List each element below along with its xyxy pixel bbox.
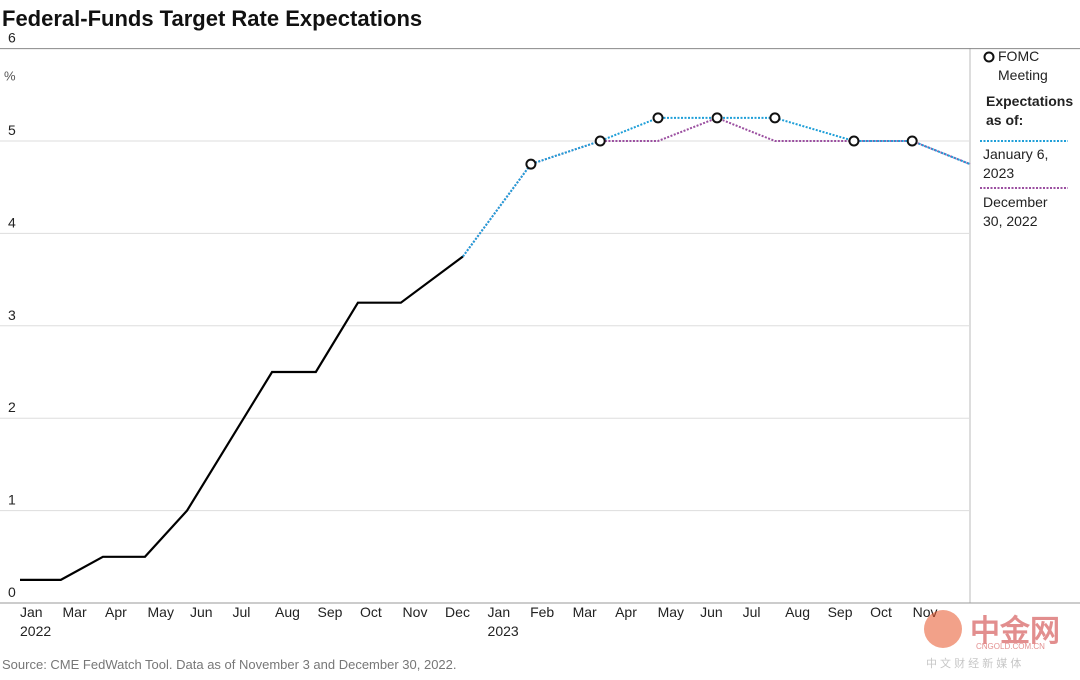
fomc-marker: [652, 112, 664, 124]
chart-title: Federal-Funds Target Rate Expectations: [2, 6, 422, 31]
source: Source: CME FedWatch Tool. Data as of No…: [2, 657, 457, 672]
legend-title: Expectations as of:: [986, 93, 1074, 128]
y-tick-label: 0: [8, 584, 16, 600]
watermark-logo: 中金网: [970, 615, 1060, 648]
x-tick-label: Apr: [105, 604, 127, 620]
x-tick-label: Nov: [403, 604, 428, 620]
x-tick-label: May: [148, 604, 174, 620]
legend-label: January 6, 2023: [983, 146, 1049, 181]
x-tick-label: Aug: [275, 604, 300, 620]
y-unit: %: [4, 69, 16, 84]
x-tick-label: Jun: [700, 604, 723, 620]
x-tick-label: Mar: [63, 604, 87, 620]
x-year-label: 2023: [488, 623, 519, 639]
x-tick-label: Apr: [615, 604, 637, 620]
series-line: [20, 255, 464, 581]
fomc-marker: [769, 112, 781, 124]
y-tick-label: 5: [8, 122, 16, 138]
series-line: [462, 116, 971, 258]
x-year-label: 2022: [20, 623, 51, 639]
x-tick-label: Jan: [20, 604, 43, 620]
x-tick-label: Dec: [445, 604, 470, 620]
fomc-marker: [906, 135, 918, 147]
legend-marker: [983, 51, 995, 63]
y-tick-label: 1: [8, 492, 16, 508]
watermark-domain: CNGOLD.COM.CN: [976, 642, 1045, 651]
x-tick-label: Sep: [318, 604, 343, 620]
fomc-marker: [594, 135, 606, 147]
x-tick-label: Feb: [530, 604, 554, 620]
x-tick-label: Aug: [785, 604, 810, 620]
y-tick-label: 2: [8, 399, 16, 415]
x-tick-label: May: [658, 604, 684, 620]
x-tick-label: Jan: [488, 604, 511, 620]
y-tick-label: 6: [8, 30, 16, 46]
fomc-marker: [848, 135, 860, 147]
fomc-marker: [525, 158, 537, 170]
watermark-tagline: 中 文 财 经 新 媒 体: [926, 658, 1022, 670]
fomc-marker: [711, 112, 723, 124]
x-tick-label: Sep: [828, 604, 853, 620]
watermark-icon: [924, 610, 962, 648]
x-tick-label: Jul: [743, 604, 761, 620]
y-tick-label: 4: [8, 214, 16, 230]
x-tick-label: Jun: [190, 604, 213, 620]
x-tick-label: Mar: [573, 604, 597, 620]
x-tick-label: Jul: [233, 604, 251, 620]
y-tick-label: 3: [8, 307, 16, 323]
legend-fomc: FOMC Meeting: [998, 48, 1048, 83]
legend-label: December 30, 2022: [983, 194, 1048, 229]
watermark: 中金网 CNGOLD.COM.CN 中 文 财 经 新 媒 体: [920, 606, 1080, 678]
x-tick-label: Oct: [870, 604, 892, 620]
series-line: [462, 116, 971, 258]
x-tick-label: Oct: [360, 604, 382, 620]
